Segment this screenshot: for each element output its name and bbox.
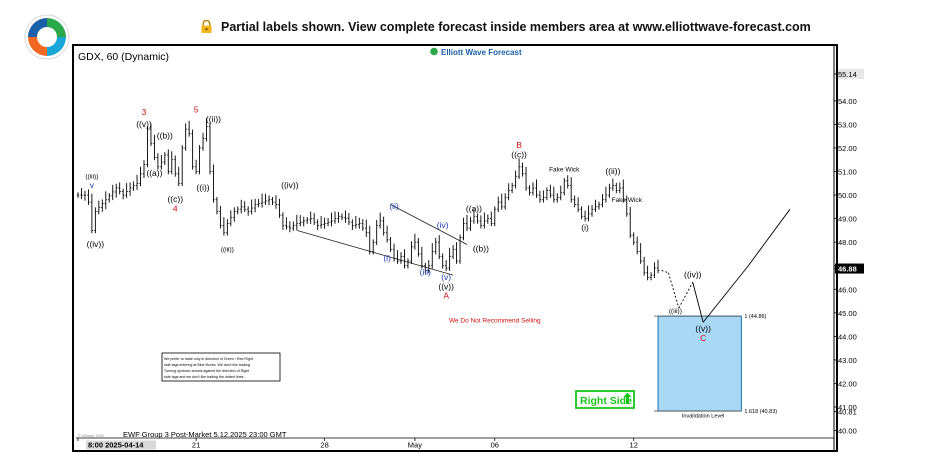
footer-group-label: EWF Group 3 Post-Market 5.12.2025 23:00 …	[123, 430, 287, 439]
wave-label: ((b))	[473, 244, 489, 254]
wave-label: ((ii))	[206, 114, 221, 124]
y-tick-label: 45.00	[838, 309, 857, 318]
annotation: We Do Not Recommend Selling	[449, 317, 541, 324]
x-tick-label: 21	[192, 441, 200, 450]
y-tick-label: 43.00	[838, 356, 857, 365]
note-frame	[161, 352, 281, 382]
projection-segment	[692, 282, 704, 323]
top-banner-bar: Partial labels shown. View complete fore…	[0, 0, 943, 60]
wave-label: (ii)	[389, 201, 399, 211]
brand-name: Elliott Wave Forecast	[441, 48, 522, 57]
target-top-label: 1 (44.86)	[744, 314, 766, 320]
wave-label: ((iii))	[221, 247, 234, 254]
projection-segment	[702, 265, 749, 323]
y-tick-label: 40.81	[838, 408, 857, 417]
annotation: Invalidation Level	[682, 414, 725, 420]
wave-label: (iv)	[437, 220, 449, 230]
wave-label: ((i))	[196, 182, 209, 192]
right-side-label: Right Side	[580, 395, 632, 407]
y-tick-label: 55.14	[838, 70, 857, 79]
wave-label: A	[443, 291, 449, 301]
lock-icon	[201, 20, 212, 33]
wave-label: ((b))	[157, 131, 173, 141]
wave-label: ((iv))	[87, 239, 105, 249]
banner-text: Partial labels shown. View complete fore…	[221, 20, 811, 34]
x-tick-label: 8:00 2025-04-14	[88, 441, 144, 450]
channel-line-upper	[390, 204, 468, 245]
members-banner: Partial labels shown. View complete fore…	[200, 20, 811, 34]
y-tick-label: 54.00	[838, 97, 857, 106]
wave-label: v	[90, 180, 95, 190]
x-tick-highlight	[86, 440, 156, 450]
wave-label: ((iv))	[281, 180, 299, 190]
y-tick-label: 44.00	[838, 332, 857, 341]
axes-layer: 55.14 54.00 53.00 52.00 51.00 50.00 49.00 48.00…	[76, 46, 864, 450]
wave-label: 3	[142, 107, 147, 117]
y-tick-label: 50.00	[838, 191, 857, 200]
note-line: We prefer to trade only in direction of …	[164, 357, 253, 361]
y-tick-label: 52.00	[838, 144, 857, 153]
up-arrow-icon	[623, 392, 632, 404]
projection-segment	[747, 208, 791, 266]
right-side-badge: Right Side	[575, 390, 635, 409]
x-tick-label: 06	[491, 441, 499, 450]
price-flag	[835, 263, 864, 274]
wave-label: (i)	[383, 253, 391, 263]
wave-label: ((iii))	[669, 308, 682, 315]
projection-segment	[678, 282, 694, 309]
note-line: Turning up/down arrows against the direc…	[164, 369, 249, 373]
wave-label: ((v))	[136, 119, 152, 129]
wave-label: ((a))	[466, 204, 482, 214]
y-tick-label: 46.88	[838, 265, 857, 274]
wave-labels-layer: 3((v))((b))((a))((iii))v((iv))((c))45((i…	[85, 105, 724, 420]
target-zone-layer: 1 (44.86) 1.618 (40.83)	[654, 314, 777, 415]
x-tick-label: 12	[630, 441, 638, 450]
target-bottom-label: 1.618 (40.83)	[744, 409, 777, 415]
symbol-title: GDX, 60 (Dynamic)	[78, 51, 169, 63]
copyright-label: © eSignal, 2025	[78, 434, 104, 438]
wave-label: ((v))	[438, 281, 454, 291]
chart-frame	[72, 44, 838, 452]
ewf-logo-icon	[24, 14, 70, 60]
y-tick-label: 46.00	[838, 285, 857, 294]
wave-label: ((iii))	[85, 174, 98, 181]
y-tick-label: 40.00	[838, 427, 857, 436]
x-tick-label: May	[408, 441, 422, 450]
wave-label: ((ii))	[605, 166, 620, 176]
price-flag	[835, 69, 864, 80]
wave-label: ((a))	[146, 168, 162, 178]
y-tick-label: 48.00	[838, 238, 857, 247]
channel-line-lower	[296, 230, 454, 276]
wave-label: Fake Wick	[612, 197, 643, 204]
y-tick-label: 51.00	[838, 168, 857, 177]
y-tick-label: 53.00	[838, 120, 857, 129]
wave-label: Fake Wick	[549, 167, 580, 174]
wave-label: (iii)	[420, 267, 431, 277]
wave-label: ((iv))	[684, 270, 702, 280]
wave-label: (i)	[581, 222, 589, 232]
x-tick-label: 28	[320, 441, 328, 450]
wave-label: ((c))	[167, 194, 183, 204]
wave-label: B	[516, 140, 522, 150]
y-tick-label: 49.00	[838, 215, 857, 224]
right-side-frame	[575, 390, 635, 409]
note-line: side tags entering at Blue Boxes. We don…	[164, 363, 250, 367]
channel-layer	[296, 204, 468, 276]
price-layer	[76, 118, 660, 281]
projection-segment	[661, 270, 669, 274]
trading-note-box: We prefer to trade only in direction of …	[161, 352, 281, 382]
brand-mark: Elliott Wave Forecast	[430, 47, 522, 57]
wave-label: ((v))	[695, 324, 711, 334]
wave-label: C	[700, 333, 706, 343]
wave-label: ((c))	[511, 149, 527, 159]
projection-layer	[661, 208, 791, 323]
y-tick-label: 42.00	[838, 379, 857, 388]
wave-label: 4	[173, 204, 178, 214]
note-line: side tags and we don't like trading the …	[164, 375, 244, 379]
brand-icon	[430, 47, 438, 56]
y-tick-label: 41.00	[838, 403, 857, 412]
wave-label: 5	[194, 105, 199, 115]
wave-label: (v)	[441, 272, 451, 282]
